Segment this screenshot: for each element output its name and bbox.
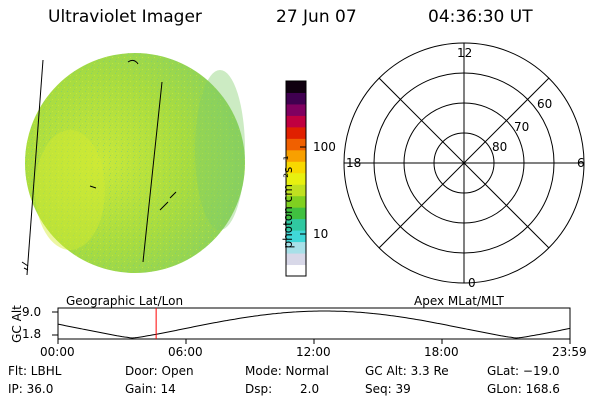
colorbar-segment bbox=[286, 138, 306, 151]
glon-status: GLon: 168.6 bbox=[487, 382, 560, 396]
color-scale-bar bbox=[286, 81, 306, 277]
x-tick: 12:00 bbox=[296, 345, 331, 359]
gc-alt-status: GC Alt: 3.3 Re bbox=[365, 364, 449, 378]
glat-status: GLat: −19.0 bbox=[487, 364, 560, 378]
colorbar-unit-label: photon cm⁻²s⁻¹ bbox=[281, 155, 295, 249]
time-label: 04:36:30 UT bbox=[428, 7, 533, 27]
geographic-title: Geographic Lat/Lon bbox=[66, 294, 184, 308]
colorbar-segment bbox=[286, 103, 306, 116]
x-tick: 23:59 bbox=[552, 345, 587, 359]
y-tick-9: 9.0 bbox=[22, 305, 42, 319]
uv-image bbox=[21, 53, 245, 276]
colorbar-segment bbox=[286, 92, 306, 105]
ip-status: IP: 36.0 bbox=[8, 382, 54, 396]
colorbar-segment bbox=[286, 126, 306, 139]
instrument-title: Ultraviolet Imager bbox=[48, 7, 202, 27]
polar-ring-60: 60 bbox=[537, 97, 553, 111]
dsp-label: Dsp: bbox=[245, 382, 273, 396]
colorbar-tick-100: 100 bbox=[313, 140, 336, 154]
filter-status: Flt: LBHL bbox=[8, 364, 62, 378]
longitude-line bbox=[142, 81, 163, 263]
colorbar-segment bbox=[286, 172, 306, 185]
colorbar-segment bbox=[286, 184, 306, 197]
colorbar-segment bbox=[286, 218, 306, 231]
y-tick-1-8: 1.8 bbox=[22, 327, 42, 341]
x-tick: 06:00 bbox=[168, 345, 203, 359]
altitude-trace-plot bbox=[52, 307, 571, 344]
colorbar-segment bbox=[286, 264, 306, 277]
polar-label-12: 12 bbox=[457, 46, 473, 60]
longitude-line bbox=[26, 59, 44, 276]
polar-ring-80: 80 bbox=[492, 140, 508, 154]
dsp-value: 2.0 bbox=[300, 382, 320, 396]
colorbar-segment bbox=[286, 230, 306, 243]
x-tick: 18:00 bbox=[424, 345, 459, 359]
seq-status: Seq: 39 bbox=[365, 382, 411, 396]
colorbar-segment bbox=[286, 241, 306, 254]
apex-title: Apex MLat/MLT bbox=[414, 294, 504, 308]
door-status: Door: Open bbox=[125, 364, 194, 378]
colorbar-segment bbox=[286, 161, 306, 174]
colorbar-segment bbox=[286, 115, 306, 128]
date-label: 27 Jun 07 bbox=[276, 7, 357, 27]
colorbar-segment bbox=[286, 195, 306, 208]
colorbar-segment bbox=[286, 149, 306, 162]
gain-status: Gain: 14 bbox=[125, 382, 176, 396]
colorbar-segment bbox=[286, 81, 306, 93]
polar-label-18: 18 bbox=[346, 156, 362, 170]
mode-status: Mode: Normal bbox=[245, 364, 329, 378]
polar-ring-70: 70 bbox=[514, 120, 530, 134]
polar-label-6: 6 bbox=[577, 156, 585, 170]
x-tick: 00:00 bbox=[40, 345, 75, 359]
colorbar-tick-10: 10 bbox=[313, 227, 329, 241]
colorbar-segment bbox=[286, 207, 306, 220]
polar-label-0: 0 bbox=[468, 276, 476, 290]
colorbar-segment bbox=[286, 253, 306, 266]
polar-plot bbox=[343, 42, 585, 284]
